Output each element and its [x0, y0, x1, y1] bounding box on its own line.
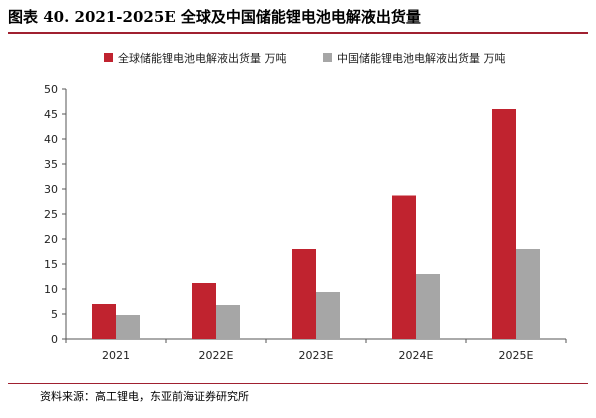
- x-tick-label: 2024E: [399, 349, 434, 362]
- y-tick-label: 15: [44, 258, 58, 271]
- y-tick-label: 30: [44, 183, 58, 196]
- bars: [92, 109, 540, 339]
- bar-global: [192, 283, 216, 339]
- y-tick-label: 35: [44, 158, 58, 171]
- bar-global: [392, 195, 416, 339]
- bar-china: [416, 274, 440, 339]
- source-divider: [8, 383, 588, 384]
- bar-global: [492, 109, 516, 339]
- legend-swatch: [323, 53, 332, 62]
- bar-global: [292, 249, 316, 339]
- y-tick-label: 0: [51, 333, 58, 346]
- axes: 0 5 10 15 20 25 30 35 40 45 50 2021 2022E 2023E 2024E 2…: [44, 83, 567, 362]
- y-tick-label: 40: [44, 133, 58, 146]
- y-tick-label: 25: [44, 208, 58, 221]
- legend-swatch: [104, 53, 113, 62]
- y-tick-label: 20: [44, 233, 58, 246]
- x-tick-label: 2022E: [199, 349, 234, 362]
- x-tick-label: 2023E: [299, 349, 334, 362]
- bar-chart: 全球储能锂电池电解液出货量 万吨 中国储能锂电池电解液出货量 万吨 0 5 10 15 2…: [44, 51, 567, 362]
- y-tick-label: 10: [44, 283, 58, 296]
- legend: 全球储能锂电池电解液出货量 万吨 中国储能锂电池电解液出货量 万吨: [104, 51, 506, 65]
- legend-label: 全球储能锂电池电解液出货量 万吨: [118, 51, 287, 65]
- bar-global: [92, 304, 116, 339]
- bar-china: [316, 292, 340, 339]
- y-tick-label: 45: [44, 108, 58, 121]
- bar-china: [516, 249, 540, 339]
- x-tick-label: 2021: [102, 349, 130, 362]
- title-divider: [8, 32, 588, 34]
- y-tick-label: 5: [51, 308, 58, 321]
- bar-china: [216, 305, 240, 339]
- source-note: 资料来源：高工锂电，东亚前海证券研究所: [40, 390, 249, 403]
- y-tick-label: 50: [44, 83, 58, 96]
- x-tick-label: 2025E: [499, 349, 534, 362]
- chart-title: 图表 40. 2021-2025E 全球及中国储能锂电池电解液出货量: [8, 8, 421, 26]
- bar-china: [116, 315, 140, 339]
- legend-label: 中国储能锂电池电解液出货量 万吨: [337, 51, 506, 65]
